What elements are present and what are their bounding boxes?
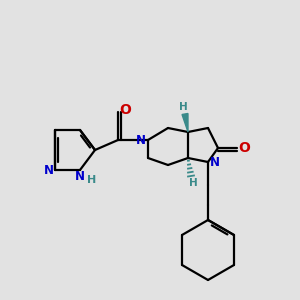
Text: N: N — [44, 164, 54, 176]
Text: H: H — [189, 178, 197, 188]
Text: N: N — [210, 155, 220, 169]
Text: H: H — [178, 102, 188, 112]
Text: N: N — [136, 134, 146, 146]
Text: O: O — [119, 103, 131, 117]
Text: H: H — [87, 175, 97, 185]
Polygon shape — [182, 113, 188, 132]
Text: N: N — [75, 169, 85, 182]
Text: O: O — [238, 141, 250, 155]
